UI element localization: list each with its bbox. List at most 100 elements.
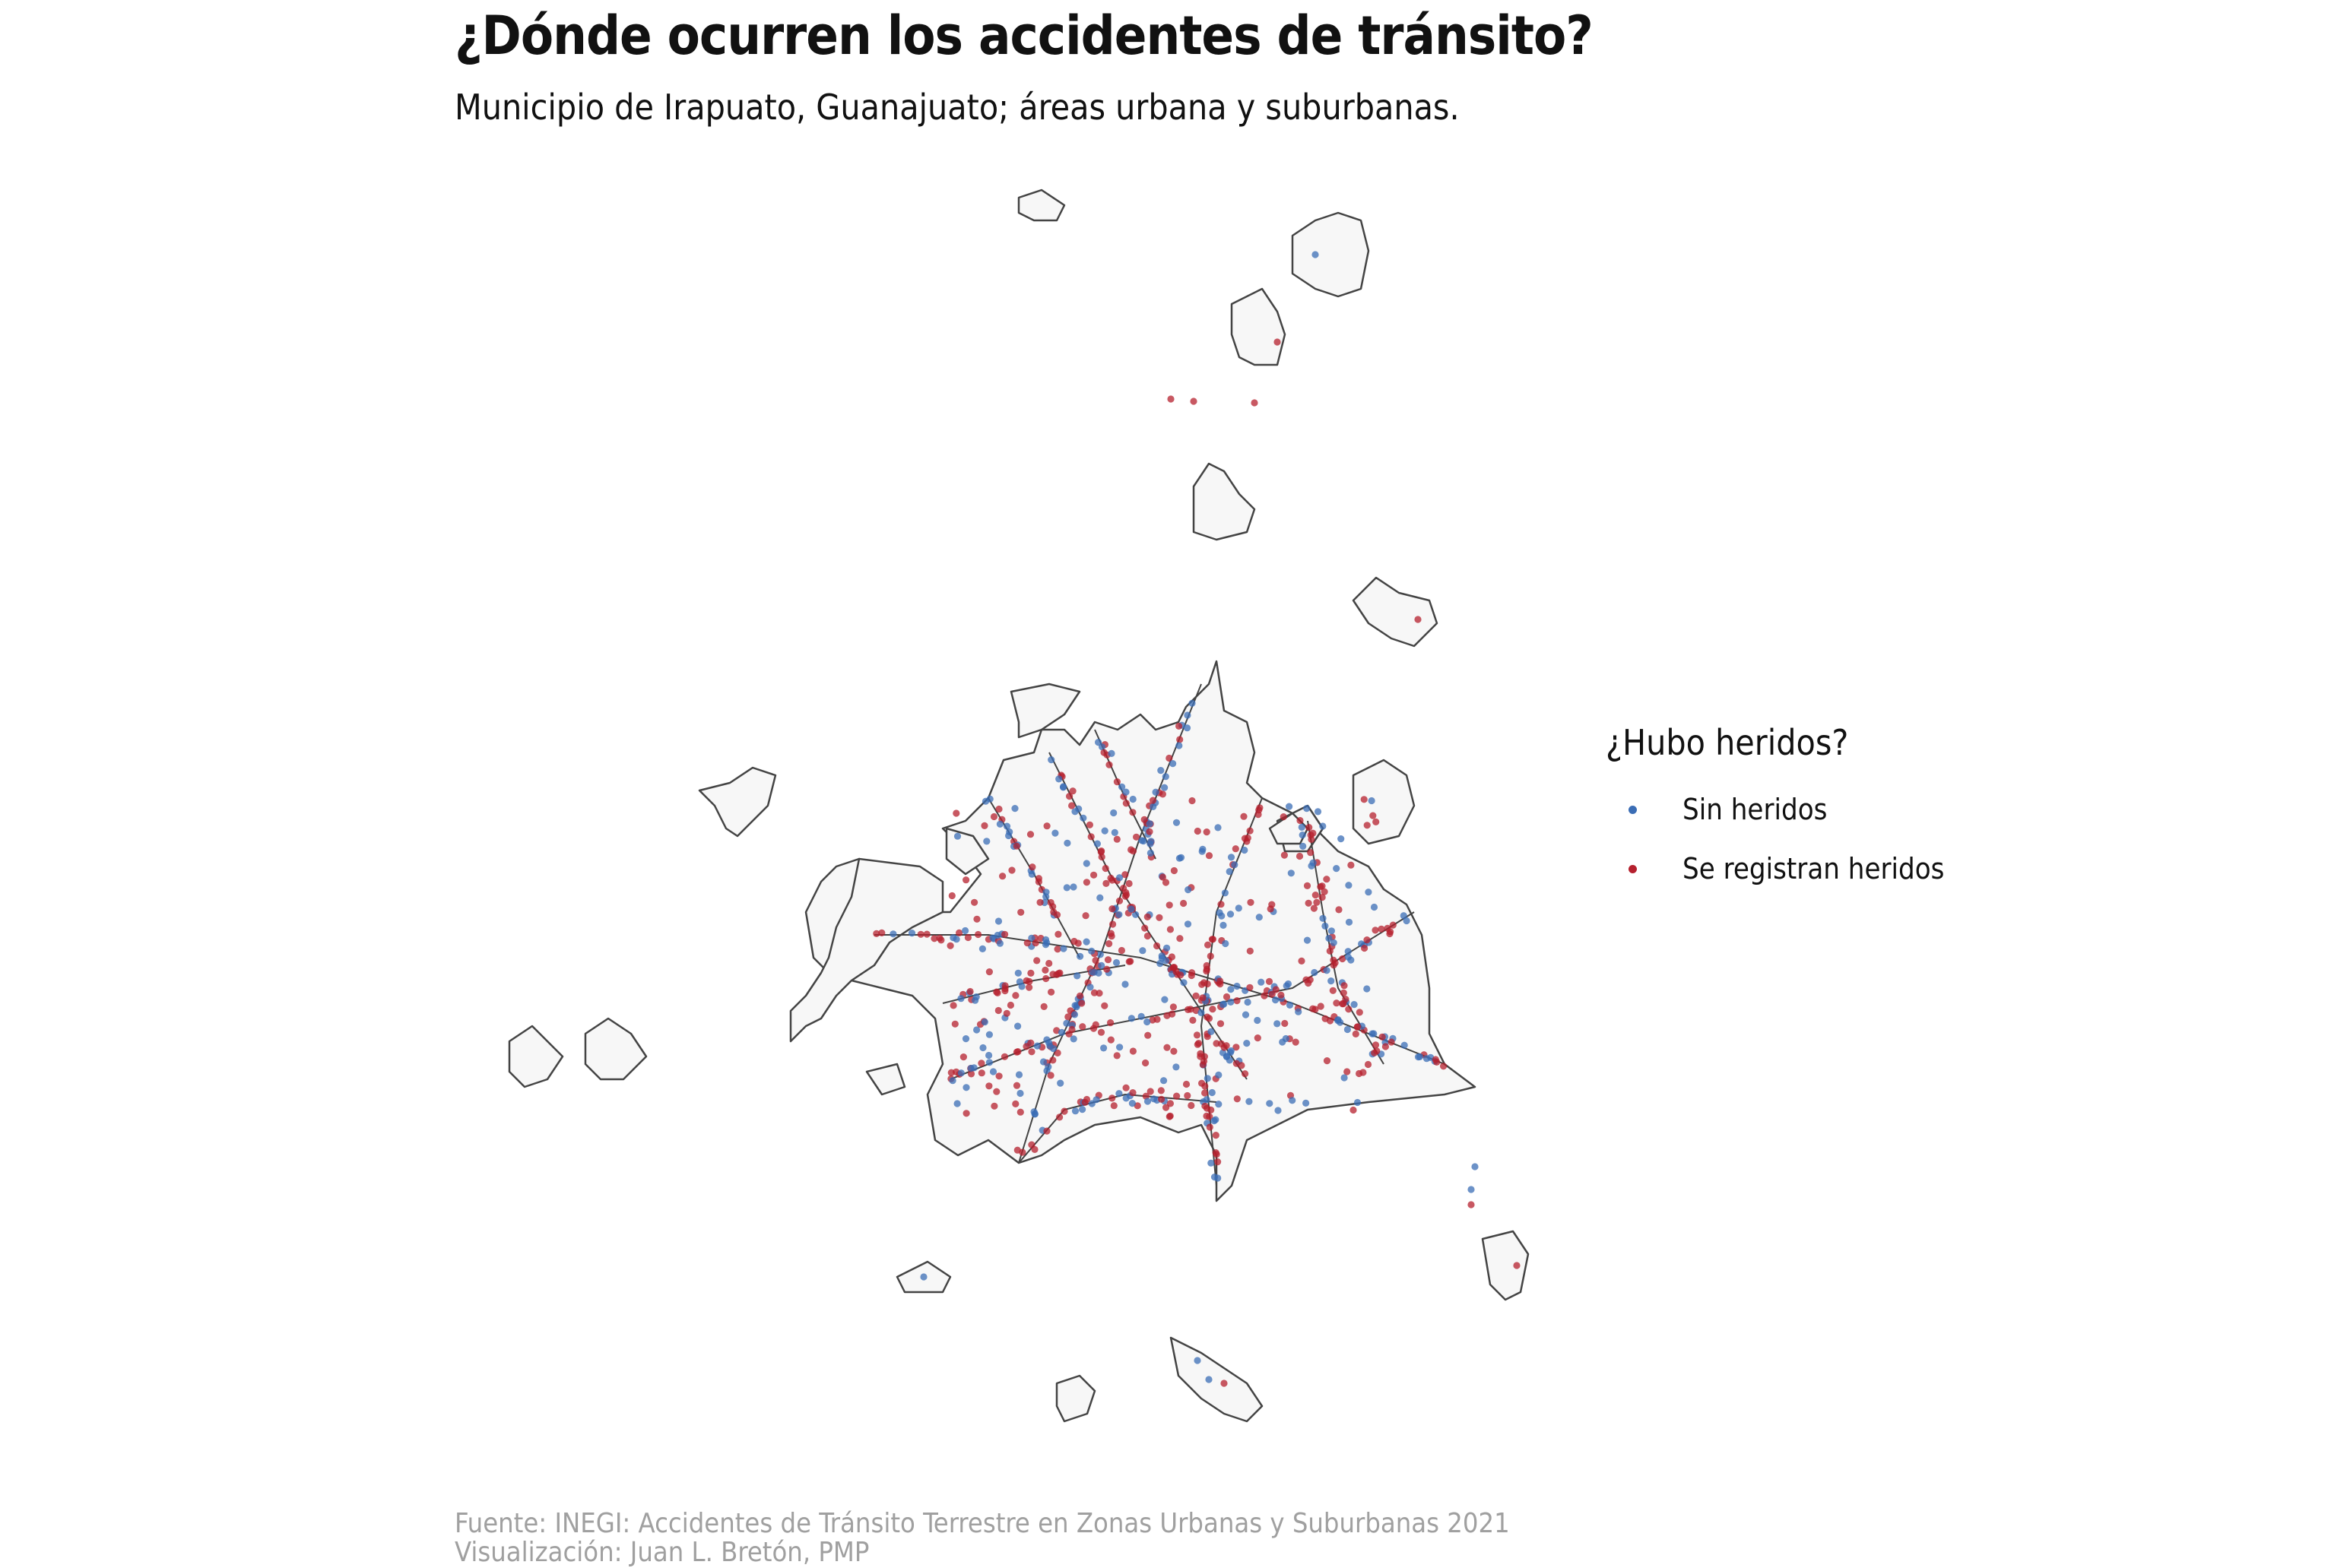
- accident-point-sin-heridos: [1221, 889, 1229, 897]
- accident-point-sin-heridos: [957, 995, 965, 1003]
- accident-point-heridos: [1201, 1102, 1209, 1110]
- accident-point-sin-heridos: [1127, 1015, 1135, 1022]
- accident-point-heridos: [1323, 876, 1330, 883]
- accident-point-heridos: [1188, 971, 1195, 980]
- accident-point-heridos: [1330, 961, 1337, 969]
- accident-point-heridos: [1188, 797, 1196, 805]
- accident-point-heridos: [985, 968, 993, 976]
- accident-point-heridos: [1113, 778, 1121, 786]
- accident-point-heridos: [1369, 812, 1377, 819]
- accident-point-heridos: [1265, 977, 1273, 985]
- accident-point-sin-heridos: [1302, 1099, 1310, 1107]
- accident-point-heridos: [1070, 937, 1078, 946]
- accident-point-sin-heridos: [1051, 829, 1059, 837]
- accident-point-heridos: [1212, 1149, 1219, 1157]
- accident-point-heridos: [1166, 901, 1173, 909]
- accident-point-sin-heridos: [1226, 868, 1233, 876]
- accident-point-heridos: [1414, 616, 1422, 623]
- accident-point-heridos: [991, 1102, 998, 1110]
- accident-point-sin-heridos: [1245, 1098, 1253, 1105]
- accident-point-heridos: [1345, 1006, 1353, 1013]
- accident-point-heridos: [1384, 924, 1391, 932]
- suburb-north-4: [1192, 462, 1256, 541]
- accident-point-heridos: [1129, 1047, 1137, 1055]
- accident-point-heridos: [1166, 926, 1174, 933]
- accident-point-heridos: [1016, 1108, 1024, 1116]
- accident-point-heridos: [1340, 1000, 1347, 1008]
- accident-point-heridos: [1003, 1009, 1010, 1017]
- accident-point-heridos: [1233, 1095, 1241, 1103]
- accident-point-sin-heridos: [1152, 788, 1159, 796]
- accident-point-heridos: [1199, 994, 1207, 1002]
- accident-point-heridos: [1170, 1047, 1178, 1055]
- legend: ¿Hubo heridos? Sin heridos Se registran …: [1606, 722, 1945, 898]
- accident-point-heridos: [1066, 793, 1074, 800]
- suburb-west-1: [508, 1025, 564, 1088]
- accident-point-heridos: [1109, 920, 1117, 928]
- legend-label: Se registran heridos: [1682, 852, 1945, 885]
- accident-point-heridos: [1169, 1003, 1177, 1011]
- accident-point-sin-heridos: [963, 1084, 970, 1091]
- accident-point-sin-heridos: [1048, 756, 1055, 764]
- accident-point-heridos: [1467, 1201, 1475, 1208]
- legend-item-se-registran-heridos: Se registran heridos: [1606, 839, 1945, 898]
- accident-point-sin-heridos: [1146, 849, 1154, 857]
- accident-point-heridos: [1386, 930, 1394, 938]
- accident-point-sin-heridos: [1400, 912, 1407, 920]
- accident-point-sin-heridos: [1115, 874, 1124, 882]
- accident-point-heridos: [1321, 888, 1328, 895]
- accident-point-heridos: [1217, 901, 1225, 908]
- accident-point-sin-heridos: [1128, 1100, 1136, 1107]
- accident-point-sin-heridos: [1254, 1016, 1261, 1025]
- accident-point-heridos: [1083, 879, 1090, 886]
- accident-point-heridos: [1352, 1030, 1359, 1037]
- accident-point-heridos: [1388, 1038, 1395, 1046]
- accident-point-heridos: [1340, 989, 1347, 996]
- accident-point-sin-heridos: [1414, 1053, 1422, 1061]
- accident-point-heridos: [1032, 939, 1039, 947]
- accident-point-sin-heridos: [1011, 805, 1019, 813]
- accident-point-heridos: [995, 1072, 1003, 1080]
- accident-point-sin-heridos: [1184, 711, 1191, 719]
- accident-point-sin-heridos: [1337, 835, 1345, 843]
- accident-point-sin-heridos: [1403, 917, 1410, 925]
- accident-point-heridos: [1378, 1033, 1386, 1041]
- accident-point-sin-heridos: [1319, 914, 1327, 922]
- accident-point-heridos: [1207, 1106, 1215, 1113]
- accident-point-heridos: [1513, 1262, 1521, 1269]
- accident-point-sin-heridos: [1111, 828, 1118, 836]
- accident-point-sin-heridos: [1099, 743, 1106, 751]
- accident-point-sin-heridos: [1042, 936, 1050, 943]
- accident-point-heridos: [978, 1069, 985, 1077]
- accident-point-heridos: [1162, 879, 1170, 886]
- accident-point-heridos: [1292, 1038, 1299, 1046]
- accident-point-heridos: [1180, 899, 1188, 908]
- accident-point-sin-heridos: [1227, 854, 1235, 861]
- accident-point-heridos: [1326, 947, 1334, 955]
- accident-point-heridos: [1232, 1044, 1240, 1051]
- accident-point-heridos: [1343, 1068, 1351, 1075]
- accident-point-heridos: [1086, 821, 1093, 828]
- accident-point-heridos: [1049, 903, 1057, 911]
- accident-point-sin-heridos: [1323, 967, 1330, 974]
- accident-point-heridos: [1107, 874, 1115, 882]
- credit-text: Visualización: Juan L. Bretón, PMP: [455, 1537, 870, 1568]
- accident-point-heridos: [1102, 864, 1109, 873]
- accident-points: [873, 251, 1521, 1387]
- accident-point-heridos: [1243, 838, 1251, 845]
- accident-point-heridos: [1175, 722, 1183, 730]
- accident-point-sin-heridos: [1043, 1067, 1051, 1075]
- accident-point-heridos: [1061, 1107, 1068, 1115]
- accident-point-sin-heridos: [1039, 1058, 1048, 1066]
- accident-point-sin-heridos: [1185, 886, 1192, 894]
- accident-point-heridos: [1372, 927, 1379, 934]
- accident-point-heridos: [1204, 1013, 1211, 1021]
- accident-point-heridos: [1170, 866, 1178, 875]
- accident-point-heridos: [978, 1060, 985, 1067]
- accident-point-sin-heridos: [1046, 1042, 1054, 1050]
- accident-point-heridos: [1254, 1034, 1261, 1042]
- accident-point-heridos: [1440, 1063, 1448, 1070]
- accident-point-sin-heridos: [1227, 1047, 1235, 1055]
- accident-point-heridos: [993, 1088, 1001, 1095]
- accident-point-sin-heridos: [1319, 822, 1327, 830]
